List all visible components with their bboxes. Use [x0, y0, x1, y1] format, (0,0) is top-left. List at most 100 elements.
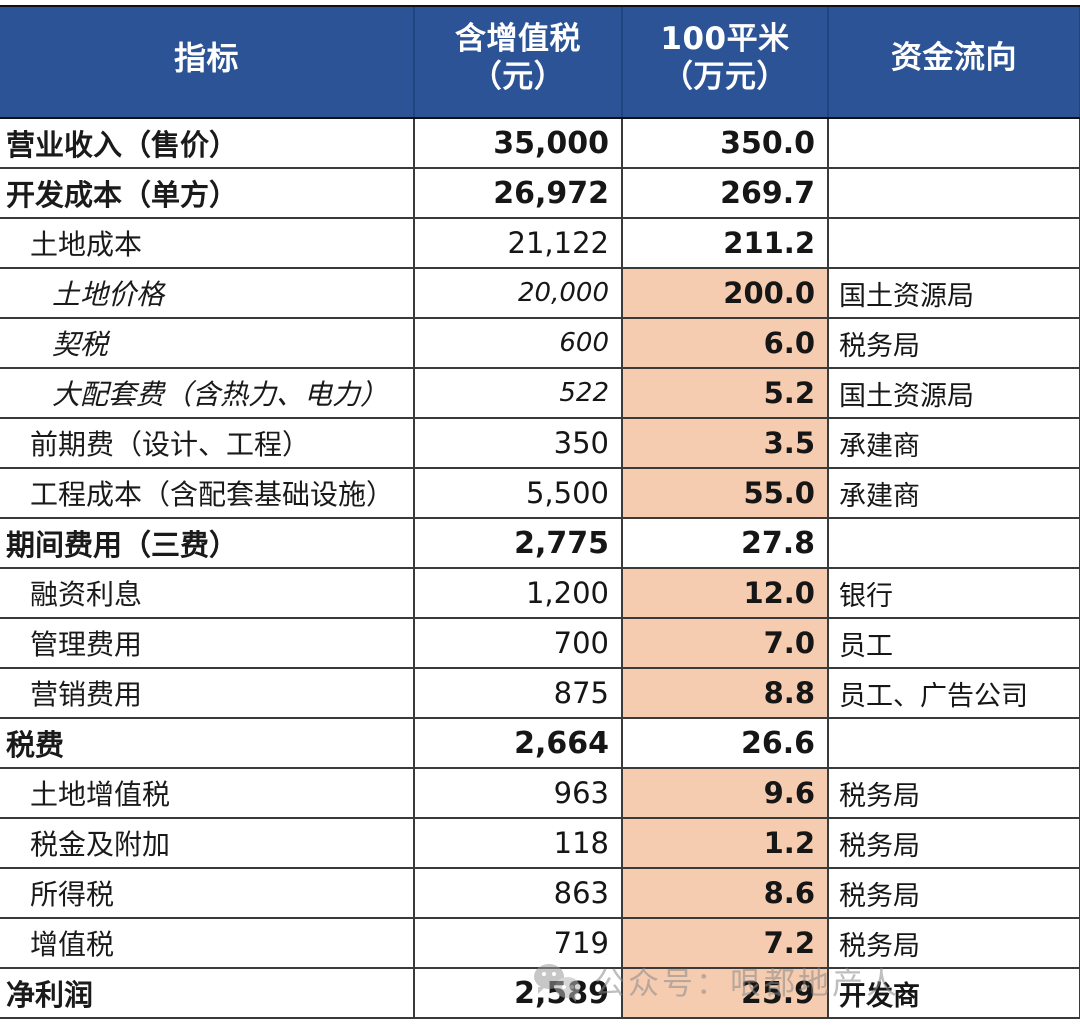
- cell-unit-price[interactable]: 350: [414, 418, 623, 469]
- table-row[interactable]: 土地成本 21,122 211.2: [0, 218, 1080, 269]
- cell-total-amount[interactable]: 211.2: [622, 218, 829, 269]
- table-row[interactable]: 大配套费（含热力、电力） 522 5.2 国土资源局: [0, 368, 1080, 419]
- cell-unit-price[interactable]: 35,000: [414, 118, 623, 169]
- cell-metric[interactable]: 前期费（设计、工程）: [0, 418, 415, 469]
- cell-metric[interactable]: 期间费用（三费）: [0, 518, 415, 569]
- cell-fund-flow[interactable]: 承建商: [828, 418, 1080, 469]
- cell-metric[interactable]: 营业收入（售价）: [0, 118, 415, 169]
- cell-fund-flow[interactable]: 开发商: [828, 968, 1080, 1019]
- table-row[interactable]: 土地增值税 963 9.6 税务局: [0, 768, 1080, 819]
- cell-fund-flow[interactable]: 税务局: [828, 768, 1080, 819]
- table-row[interactable]: 所得税 863 8.6 税务局: [0, 868, 1080, 919]
- cell-fund-flow[interactable]: 承建商: [828, 468, 1080, 519]
- cell-fund-flow[interactable]: 国土资源局: [828, 268, 1080, 319]
- cell-unit-price[interactable]: 700: [414, 618, 623, 669]
- cell-unit-price[interactable]: 1,200: [414, 568, 623, 619]
- cell-unit-price[interactable]: 5,500: [414, 468, 623, 519]
- cell-total-amount[interactable]: 8.8: [622, 668, 829, 719]
- table-row[interactable]: 增值税 719 7.2 税务局: [0, 918, 1080, 969]
- cell-metric[interactable]: 所得税: [0, 868, 415, 919]
- cell-fund-flow[interactable]: 税务局: [828, 918, 1080, 969]
- cell-total-amount[interactable]: 8.6: [622, 868, 829, 919]
- table-row[interactable]: 融资利息 1,200 12.0 银行: [0, 568, 1080, 619]
- table-row[interactable]: 契税 600 6.0 税务局: [0, 318, 1080, 369]
- cell-fund-flow[interactable]: [828, 218, 1080, 269]
- table-row[interactable]: 净利润 2,589 25.9 开发商: [0, 968, 1080, 1019]
- cell-unit-price[interactable]: 863: [414, 868, 623, 919]
- cell-total-amount[interactable]: 7.2: [622, 918, 829, 969]
- cell-fund-flow[interactable]: 税务局: [828, 818, 1080, 869]
- cell-metric[interactable]: 土地成本: [0, 218, 415, 269]
- cell-metric[interactable]: 开发成本（单方）: [0, 168, 415, 219]
- cell-metric[interactable]: 净利润: [0, 968, 415, 1019]
- cell-metric[interactable]: 营销费用: [0, 668, 415, 719]
- cell-metric[interactable]: 工程成本（含配套基础设施）: [0, 468, 415, 519]
- table-header: 指标 含增值税 （元） 100平米 （万元） 资金流向: [0, 0, 1080, 119]
- cell-total-amount[interactable]: 55.0: [622, 468, 829, 519]
- table-row[interactable]: 土地价格 20,000 200.0 国土资源局: [0, 268, 1080, 319]
- table-row[interactable]: 管理费用 700 7.0 员工: [0, 618, 1080, 669]
- table-row[interactable]: 税金及附加 118 1.2 税务局: [0, 818, 1080, 869]
- cell-total-amount[interactable]: 350.0: [622, 118, 829, 169]
- cell-unit-price[interactable]: 2,775: [414, 518, 623, 569]
- table-body: 营业收入（售价） 35,000 350.0 开发成本（单方） 26,972 269.7 土地…: [0, 118, 1080, 1019]
- cell-fund-flow[interactable]: [828, 168, 1080, 219]
- cell-total-amount[interactable]: 3.5: [622, 418, 829, 469]
- cell-metric[interactable]: 土地价格: [0, 268, 415, 319]
- cell-total-amount[interactable]: 9.6: [622, 768, 829, 819]
- cell-unit-price[interactable]: 719: [414, 918, 623, 969]
- cell-total-amount[interactable]: 1.2: [622, 818, 829, 869]
- table-row[interactable]: 开发成本（单方） 26,972 269.7: [0, 168, 1080, 219]
- cell-total-amount[interactable]: 5.2: [622, 368, 829, 419]
- cell-unit-price[interactable]: 2,664: [414, 718, 623, 769]
- cell-total-amount[interactable]: 26.6: [622, 718, 829, 769]
- cell-metric[interactable]: 增值税: [0, 918, 415, 969]
- cell-total-amount[interactable]: 7.0: [622, 618, 829, 669]
- cell-fund-flow[interactable]: 国土资源局: [828, 368, 1080, 419]
- table-row[interactable]: 前期费（设计、工程） 350 3.5 承建商: [0, 418, 1080, 469]
- cell-unit-price[interactable]: 600: [414, 318, 623, 369]
- cell-fund-flow[interactable]: [828, 118, 1080, 169]
- cell-total-amount[interactable]: 200.0: [622, 268, 829, 319]
- cell-unit-price[interactable]: 26,972: [414, 168, 623, 219]
- cell-total-amount[interactable]: 6.0: [622, 318, 829, 369]
- table-row[interactable]: 期间费用（三费） 2,775 27.8: [0, 518, 1080, 569]
- column-header-fund-flow[interactable]: 资金流向: [828, 0, 1080, 119]
- cell-fund-flow[interactable]: 税务局: [828, 318, 1080, 369]
- cell-unit-price[interactable]: 20,000: [414, 268, 623, 319]
- cell-fund-flow[interactable]: [828, 718, 1080, 769]
- cell-unit-price[interactable]: 875: [414, 668, 623, 719]
- cell-unit-price[interactable]: 118: [414, 818, 623, 869]
- cell-unit-price[interactable]: 963: [414, 768, 623, 819]
- cell-unit-price[interactable]: 2,589: [414, 968, 623, 1019]
- cell-metric[interactable]: 融资利息: [0, 568, 415, 619]
- table-row[interactable]: 营销费用 875 8.8 员工、广告公司: [0, 668, 1080, 719]
- table-row[interactable]: 税费 2,664 26.6: [0, 718, 1080, 769]
- cell-total-amount[interactable]: 269.7: [622, 168, 829, 219]
- cell-fund-flow[interactable]: [828, 518, 1080, 569]
- cell-fund-flow[interactable]: 银行: [828, 568, 1080, 619]
- cell-metric[interactable]: 税费: [0, 718, 415, 769]
- cell-metric[interactable]: 土地增值税: [0, 768, 415, 819]
- column-header-unit-price[interactable]: 含增值税 （元）: [414, 0, 623, 119]
- cell-metric[interactable]: 契税: [0, 318, 415, 369]
- cell-metric[interactable]: 税金及附加: [0, 818, 415, 869]
- column-header-metric[interactable]: 指标: [0, 0, 415, 119]
- cell-metric[interactable]: 大配套费（含热力、电力）: [0, 368, 415, 419]
- cell-metric[interactable]: 管理费用: [0, 618, 415, 669]
- cell-total-amount[interactable]: 25.9: [622, 968, 829, 1019]
- cell-unit-price[interactable]: 21,122: [414, 218, 623, 269]
- cell-total-amount[interactable]: 12.0: [622, 568, 829, 619]
- table-row[interactable]: 营业收入（售价） 35,000 350.0: [0, 118, 1080, 169]
- column-header-total-100sqm[interactable]: 100平米 （万元）: [622, 0, 829, 119]
- header-row: 指标 含增值税 （元） 100平米 （万元） 资金流向: [0, 0, 1080, 119]
- cell-fund-flow[interactable]: 员工: [828, 618, 1080, 669]
- cell-unit-price[interactable]: 522: [414, 368, 623, 419]
- top-margin-strip: [0, 0, 1080, 6]
- cell-fund-flow[interactable]: 税务局: [828, 868, 1080, 919]
- cell-fund-flow[interactable]: 员工、广告公司: [828, 668, 1080, 719]
- cell-total-amount[interactable]: 27.8: [622, 518, 829, 569]
- table-row[interactable]: 工程成本（含配套基础设施） 5,500 55.0 承建商: [0, 468, 1080, 519]
